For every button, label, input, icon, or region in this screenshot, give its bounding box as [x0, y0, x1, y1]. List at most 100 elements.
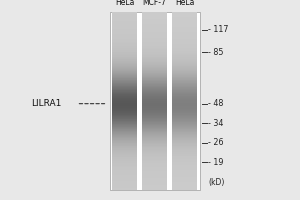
- Bar: [112, 178, 137, 179]
- Bar: [172, 146, 197, 147]
- Bar: [142, 134, 167, 135]
- Bar: [142, 175, 167, 176]
- Bar: [112, 28, 137, 29]
- Bar: [142, 43, 167, 44]
- Bar: [112, 188, 137, 189]
- Bar: [142, 61, 167, 62]
- Bar: [142, 141, 167, 142]
- Bar: [172, 134, 197, 135]
- Bar: [142, 62, 167, 63]
- Bar: [142, 101, 167, 102]
- Bar: [172, 22, 197, 23]
- Bar: [142, 48, 167, 49]
- Bar: [112, 177, 137, 178]
- Bar: [172, 51, 197, 52]
- Bar: [112, 63, 137, 64]
- Bar: [172, 187, 197, 188]
- Bar: [142, 127, 167, 128]
- Bar: [172, 80, 197, 81]
- Bar: [112, 162, 137, 163]
- Bar: [172, 61, 197, 62]
- Bar: [142, 31, 167, 32]
- Bar: [142, 36, 167, 37]
- Bar: [142, 174, 167, 175]
- Bar: [142, 173, 167, 174]
- Bar: [142, 168, 167, 169]
- Bar: [172, 130, 197, 131]
- Bar: [112, 114, 137, 115]
- Bar: [172, 121, 197, 122]
- Bar: [112, 169, 137, 170]
- Text: - 34: - 34: [208, 119, 224, 128]
- Bar: [172, 177, 197, 178]
- Bar: [142, 74, 167, 75]
- Bar: [142, 177, 167, 178]
- Bar: [142, 93, 167, 94]
- Bar: [142, 176, 167, 177]
- Bar: [172, 137, 197, 138]
- Bar: [142, 113, 167, 114]
- Bar: [112, 121, 137, 122]
- Bar: [142, 142, 167, 143]
- Bar: [112, 168, 137, 169]
- Bar: [142, 146, 167, 147]
- Bar: [112, 70, 137, 71]
- Bar: [172, 113, 197, 114]
- Bar: [172, 141, 197, 142]
- Bar: [172, 126, 197, 127]
- Bar: [142, 179, 167, 180]
- Bar: [172, 104, 197, 105]
- Bar: [112, 173, 137, 174]
- Bar: [172, 64, 197, 65]
- Bar: [172, 45, 197, 46]
- Text: - 117: - 117: [208, 25, 229, 34]
- Bar: [172, 66, 197, 67]
- Bar: [172, 165, 197, 166]
- Bar: [142, 40, 167, 41]
- Bar: [142, 90, 167, 91]
- Bar: [172, 138, 197, 139]
- Bar: [142, 69, 167, 70]
- Bar: [112, 163, 137, 164]
- Bar: [142, 16, 167, 17]
- Bar: [112, 108, 137, 109]
- Bar: [172, 150, 197, 151]
- Bar: [142, 131, 167, 132]
- Bar: [142, 78, 167, 79]
- Bar: [112, 153, 137, 154]
- Bar: [142, 83, 167, 84]
- Bar: [142, 33, 167, 34]
- Bar: [112, 149, 137, 150]
- Bar: [112, 47, 137, 48]
- Bar: [142, 46, 167, 47]
- Bar: [112, 176, 137, 177]
- Bar: [172, 131, 197, 132]
- Text: MCF-7: MCF-7: [142, 0, 167, 7]
- Bar: [112, 59, 137, 60]
- Bar: [112, 27, 137, 28]
- Bar: [142, 171, 167, 172]
- Bar: [112, 138, 137, 139]
- Bar: [172, 116, 197, 117]
- Bar: [112, 152, 137, 153]
- Text: - 48: - 48: [208, 99, 224, 108]
- Bar: [172, 72, 197, 73]
- Bar: [172, 91, 197, 92]
- Bar: [112, 50, 137, 51]
- Bar: [142, 114, 167, 115]
- Bar: [112, 49, 137, 50]
- Bar: [172, 168, 197, 169]
- Bar: [142, 47, 167, 48]
- Bar: [172, 76, 197, 77]
- Bar: [172, 99, 197, 100]
- Bar: [172, 15, 197, 16]
- Bar: [142, 118, 167, 119]
- Bar: [172, 34, 197, 35]
- Bar: [172, 75, 197, 76]
- Bar: [142, 159, 167, 160]
- Bar: [112, 77, 137, 78]
- Bar: [112, 64, 137, 65]
- Text: - 19: - 19: [208, 158, 224, 167]
- Bar: [112, 160, 137, 161]
- Bar: [112, 76, 137, 77]
